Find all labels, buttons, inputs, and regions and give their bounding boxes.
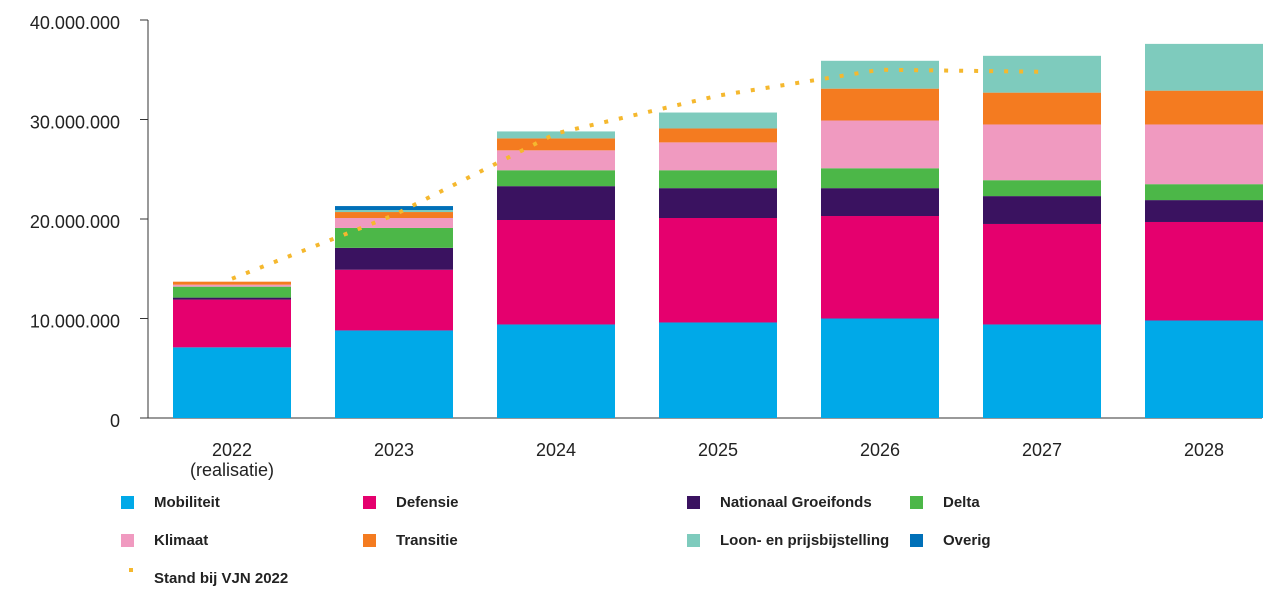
bar-segment: [821, 120, 939, 169]
legend-swatch: [910, 534, 923, 547]
legend-label: Defensie: [396, 494, 459, 511]
bar-segment: [173, 286, 291, 298]
legend-swatch: [121, 496, 134, 509]
x-tick-label: 2023: [374, 440, 414, 460]
bar-segment: [821, 60, 939, 89]
bar-segment: [1145, 43, 1263, 91]
bar-segment: [497, 131, 615, 139]
bar-segment: [983, 55, 1101, 93]
y-tick-label: 0: [110, 411, 120, 431]
bar-segment: [335, 206, 453, 211]
x-tick-label: 2025: [698, 440, 738, 460]
bar-segment: [173, 284, 291, 287]
bar-segment: [821, 188, 939, 217]
bar-segment: [1145, 184, 1263, 201]
bar-segment: [173, 299, 291, 348]
y-tick-label: 10.000.000: [30, 311, 120, 331]
bar-segment: [335, 210, 453, 213]
bar-segment: [821, 318, 939, 418]
bar-segment: [1145, 90, 1263, 125]
bar-segment: [497, 150, 615, 171]
bar-segment: [497, 138, 615, 151]
bar-segment: [173, 297, 291, 300]
legend-swatch: [687, 534, 700, 547]
bar-segment: [983, 92, 1101, 125]
legend-label: Klimaat: [154, 532, 208, 549]
bar-segment: [497, 186, 615, 220]
x-tick-label: 2028: [1184, 440, 1224, 460]
line-series: [231, 67, 1043, 281]
bar-segment: [983, 196, 1101, 224]
bar-segment: [821, 216, 939, 319]
bar-segment: [497, 324, 615, 418]
bar-segment: [497, 170, 615, 187]
bar-segment: [335, 269, 453, 331]
legend-label: Delta: [943, 494, 980, 511]
bar-segment: [983, 223, 1101, 325]
legend-label: Loon- en prijsbijstelling: [720, 532, 889, 549]
legend-label: Stand bij VJN 2022: [154, 570, 288, 587]
legend-swatch: [910, 496, 923, 509]
legend-label: Overig: [943, 532, 991, 549]
legend-swatch: [687, 496, 700, 509]
bar-segment: [1145, 221, 1263, 321]
x-tick-label: 2024: [536, 440, 576, 460]
legend-label: Transitie: [396, 532, 458, 549]
y-tick-label: 40.000.000: [30, 13, 120, 33]
x-tick-label: 2027: [1022, 440, 1062, 460]
bar-segment: [497, 219, 615, 325]
bar-segment: [173, 347, 291, 418]
y-tick-label: 30.000.000: [30, 112, 120, 132]
bar-segment: [821, 168, 939, 189]
legend-label: Nationaal Groeifonds: [720, 494, 872, 511]
bar-segment: [173, 281, 291, 285]
bar-segment: [335, 212, 453, 219]
bar-segment: [983, 324, 1101, 418]
legend-label: Mobiliteit: [154, 494, 220, 511]
bar-segment: [659, 322, 777, 418]
x-tick-label: 2026: [860, 440, 900, 460]
bar-segment: [335, 330, 453, 418]
bar-segment: [659, 128, 777, 143]
x-tick-label: 2022 (realisatie): [190, 440, 274, 480]
bar-segment: [1145, 200, 1263, 222]
legend-swatch: [363, 496, 376, 509]
bar-segment: [821, 88, 939, 121]
bar-segment: [659, 170, 777, 189]
bar-segment: [659, 112, 777, 129]
bar-segment: [659, 188, 777, 219]
bar-segment: [1145, 320, 1263, 418]
legend-swatch: [129, 568, 133, 572]
bar-segment: [335, 247, 453, 270]
y-tick-label: 20.000.000: [30, 212, 120, 232]
bar-segment: [659, 218, 777, 323]
legend-swatch: [121, 534, 134, 547]
bar-segment: [335, 227, 453, 248]
legend-swatch: [363, 534, 376, 547]
bar-segment: [1145, 124, 1263, 185]
bar-segment: [335, 218, 453, 228]
bar-segment: [983, 180, 1101, 197]
bar-segment: [983, 124, 1101, 181]
bar-segment: [659, 142, 777, 171]
